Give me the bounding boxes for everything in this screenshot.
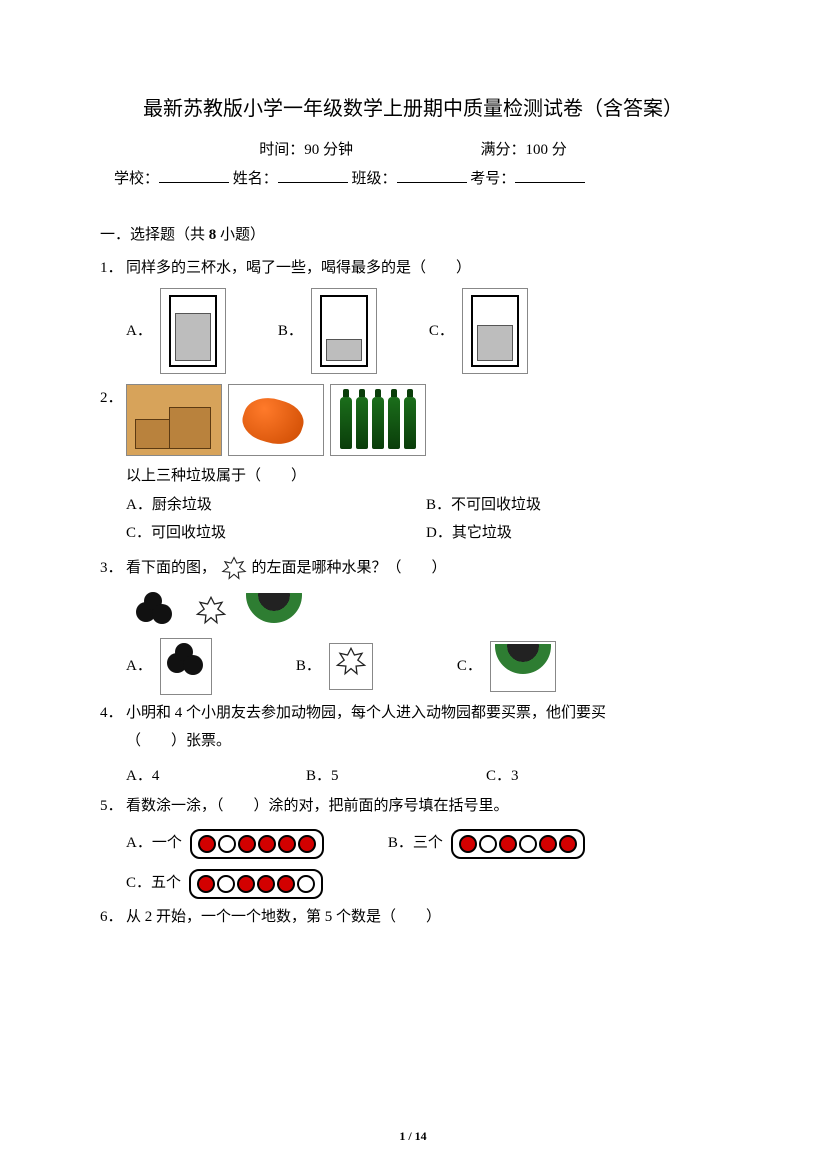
q4-option-a[interactable]: A．4 [126, 762, 306, 791]
cardboard-icon [126, 384, 222, 456]
leaf-star-icon [329, 643, 373, 690]
bottles-icon [330, 384, 426, 456]
score-value: 100 分 [526, 142, 567, 158]
q3-number: 3． [100, 554, 126, 583]
circles-a-icon [190, 829, 324, 859]
page-title: 最新苏教版小学一年级数学上册期中质量检测试卷（含答案） [100, 90, 726, 128]
q2-option-b[interactable]: B．不可回收垃圾 [426, 491, 726, 520]
q3-figure-row [134, 590, 726, 630]
q2-number: 2． [100, 384, 126, 413]
q4-number: 4． [100, 699, 126, 728]
q6-text: 从 2 开始，一个一个地数，第 5 个数是（ ） [126, 903, 726, 932]
q3-option-b[interactable]: B． [296, 643, 373, 690]
examno-label: 考号： [470, 171, 515, 187]
crushed-can-icon [228, 384, 324, 456]
question-2: 2． 以上三种垃圾属于（ ） A．厨余垃圾 B．不可回收垃圾 C．可回收垃圾 D… [100, 384, 726, 548]
section-1-header: 一．选择题（共 8 小题） [100, 221, 726, 250]
q3-option-a[interactable]: A． [126, 638, 212, 695]
q5-option-a[interactable]: A．一个 [126, 829, 324, 859]
q2-option-d[interactable]: D．其它垃圾 [426, 519, 726, 548]
page-number: 1 / 14 [0, 1125, 826, 1148]
question-6: 6． 从 2 开始，一个一个地数，第 5 个数是（ ） [100, 903, 726, 932]
watermelon-icon [490, 641, 556, 692]
q4-option-b[interactable]: B．5 [306, 762, 486, 791]
q1-number: 1． [100, 254, 126, 283]
grapes-icon [134, 590, 176, 630]
info-row: 学校： 姓名： 班级： 考号： [100, 165, 726, 194]
q5-option-b[interactable]: B．三个 [388, 829, 585, 859]
q4-option-c[interactable]: C．3 [486, 762, 519, 791]
q1-option-a[interactable]: A． [126, 288, 226, 374]
question-1: 1． 同样多的三杯水，喝了一些，喝得最多的是（ ） A． B． C． [100, 254, 726, 375]
q4-line2: （ ）张票。 [126, 727, 726, 756]
q2-text: 以上三种垃圾属于（ ） [126, 462, 726, 491]
q1-option-b[interactable]: B． [278, 288, 377, 374]
q5-number: 5． [100, 792, 126, 821]
q4-line1: 小明和 4 个小朋友去参加动物园，每个人进入动物园都要买票，他们要买 [126, 699, 726, 728]
q2-images [126, 384, 726, 456]
q2-option-c[interactable]: C．可回收垃圾 [126, 519, 426, 548]
circles-b-icon [451, 829, 585, 859]
cup-a-icon [160, 288, 226, 374]
q2-option-a[interactable]: A．厨余垃圾 [126, 491, 426, 520]
meta-row: 时间：90 分钟 满分：100 分 [100, 136, 726, 165]
question-4: 4． 小明和 4 个小朋友去参加动物园，每个人进入动物园都要买票，他们要买 （ … [100, 699, 726, 791]
q6-number: 6． [100, 903, 126, 932]
cup-b-icon [311, 288, 377, 374]
question-5: 5． 看数涂一涂，（ ）涂的对，把前面的序号填在括号里。 A．一个 B．三个 C… [100, 792, 726, 899]
circles-c-icon [189, 869, 323, 899]
q3-option-c[interactable]: C． [457, 641, 556, 692]
school-label: 学校： [114, 171, 159, 187]
q1-option-c[interactable]: C． [429, 288, 528, 374]
q3-text: 看下面的图， 的左面是哪种水果？（ ） [126, 554, 726, 583]
class-blank[interactable] [397, 168, 467, 183]
school-blank[interactable] [159, 168, 229, 183]
time-value: 90 分钟 [304, 142, 353, 158]
question-3: 3． 看下面的图， 的左面是哪种水果？（ ） A． B． [100, 554, 726, 695]
leaf-star-icon [194, 595, 228, 625]
cup-c-icon [462, 288, 528, 374]
q5-text: 看数涂一涂，（ ）涂的对，把前面的序号填在括号里。 [126, 792, 726, 821]
examno-blank[interactable] [515, 168, 585, 183]
class-label: 班级： [352, 171, 397, 187]
name-blank[interactable] [278, 168, 348, 183]
name-label: 姓名： [233, 171, 278, 187]
q5-option-c[interactable]: C．五个 [126, 869, 323, 899]
score-label: 满分： [481, 142, 526, 158]
watermelon-icon [246, 593, 302, 627]
leaf-star-icon [220, 556, 248, 580]
q1-text: 同样多的三杯水，喝了一些，喝得最多的是（ ） [126, 254, 726, 283]
grapes-icon [160, 638, 212, 695]
time-label: 时间： [259, 142, 304, 158]
